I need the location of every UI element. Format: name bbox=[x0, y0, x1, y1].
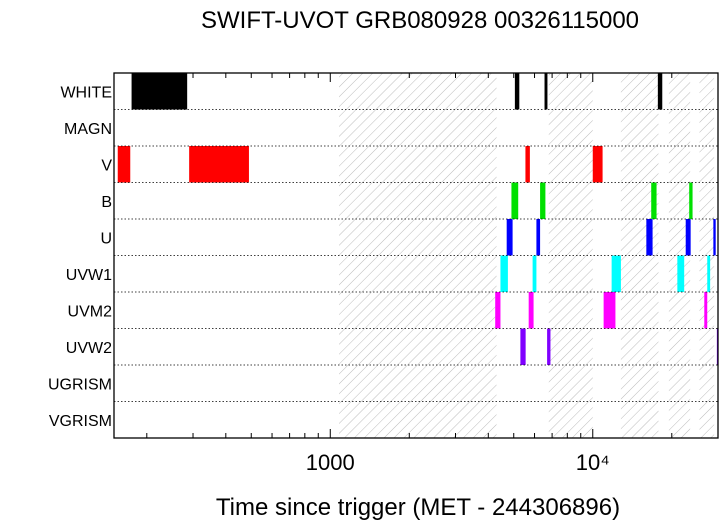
x-axis-label: Time since trigger (MET - 244306896) bbox=[216, 494, 620, 521]
exposure-bar-b-10 bbox=[651, 182, 657, 219]
filter-label-vgrism: VGRISM bbox=[49, 413, 112, 430]
exposure-bar-uvm2-24 bbox=[603, 292, 616, 329]
exposure-bar-white-1 bbox=[514, 73, 520, 110]
exposure-bar-b-9 bbox=[540, 182, 546, 219]
row-separators bbox=[114, 109, 718, 402]
exposure-bar-u-16 bbox=[713, 219, 716, 256]
exposure-bar-v-4 bbox=[117, 146, 131, 183]
exposure-bar-uvw1-21 bbox=[707, 255, 711, 292]
exposure-bar-uvw1-20 bbox=[677, 255, 685, 292]
filter-label-ugrism: UGRISM bbox=[48, 376, 112, 393]
filter-label-uvw2: UVW2 bbox=[66, 340, 112, 357]
exposure-bar-uvm2-23 bbox=[528, 292, 534, 329]
exposure-bar-v-7 bbox=[592, 146, 603, 183]
exposure-bar-uvw1-19 bbox=[611, 255, 621, 292]
exposure-bar-white-3 bbox=[657, 73, 663, 110]
hatched-intervals bbox=[339, 73, 715, 438]
hatched-interval-0 bbox=[339, 73, 497, 438]
exposure-bar-uvw2-27 bbox=[547, 328, 551, 365]
filter-label-v: V bbox=[101, 157, 112, 174]
filter-label-uvw1: UVW1 bbox=[66, 267, 112, 284]
chart-title: SWIFT-UVOT GRB080928 00326115000 bbox=[201, 7, 639, 34]
exposure-bar-uvm2-22 bbox=[495, 292, 501, 329]
plot-frame bbox=[113, 72, 719, 439]
exposure-bar-uvw1-18 bbox=[532, 255, 537, 292]
filter-label-b: B bbox=[101, 194, 112, 211]
exposure-bar-u-14 bbox=[646, 219, 653, 256]
exposure-bar-u-15 bbox=[685, 219, 691, 256]
x-tick-label: 1000 bbox=[306, 450, 355, 475]
exposure-bar-uvw1-17 bbox=[500, 255, 508, 292]
exposure-bars bbox=[117, 73, 718, 365]
filter-label-magn: MAGN bbox=[64, 121, 112, 138]
x-axis-ticks: 1000 10⁴ bbox=[146, 73, 719, 475]
exposure-bar-white-0 bbox=[131, 73, 188, 110]
filter-labels: WHITE MAGN V B U UVW1 UVM2 UVW2 UGRISM VGRISM bbox=[48, 84, 112, 430]
exposure-bar-uvm2-25 bbox=[704, 292, 708, 329]
filter-label-white: WHITE bbox=[60, 84, 112, 101]
exposure-bar-uvw2-26 bbox=[520, 328, 526, 365]
exposure-bar-v-5 bbox=[189, 146, 249, 183]
exposure-bar-v-6 bbox=[525, 146, 530, 183]
exposure-bar-b-11 bbox=[689, 182, 693, 219]
exposure-bar-b-8 bbox=[511, 182, 519, 219]
exposure-bar-u-12 bbox=[506, 219, 513, 256]
filter-label-uvm2: UVM2 bbox=[68, 303, 113, 320]
exposure-bar-u-13 bbox=[536, 219, 541, 256]
x-tick-label: 10⁴ bbox=[576, 450, 610, 475]
exposure-bar-white-2 bbox=[544, 73, 548, 110]
filter-label-u: U bbox=[100, 230, 112, 247]
